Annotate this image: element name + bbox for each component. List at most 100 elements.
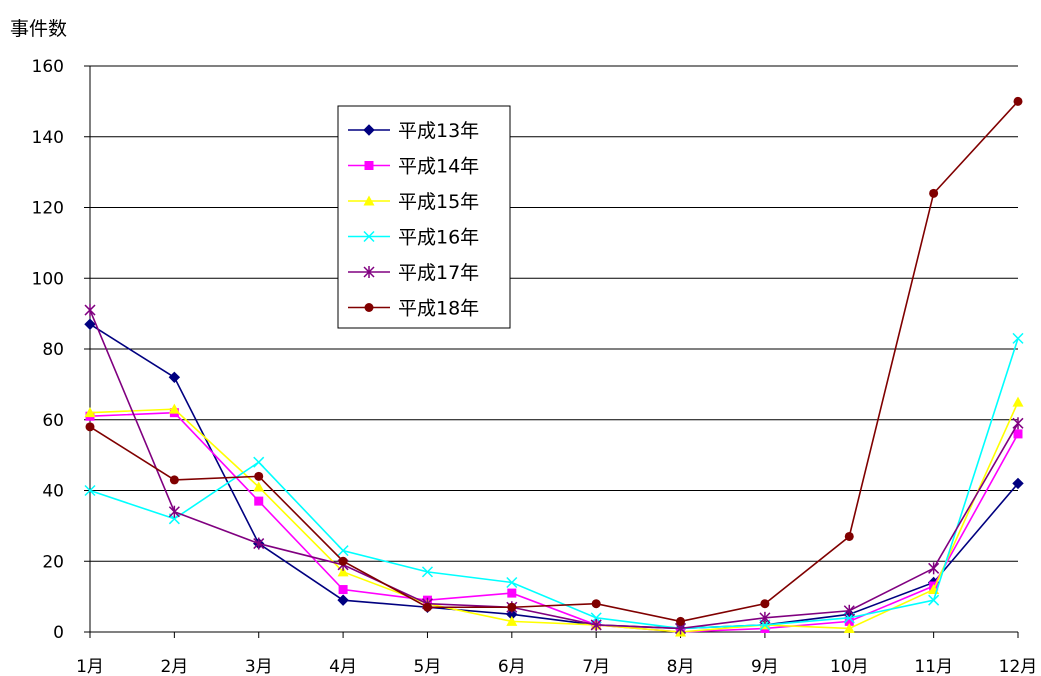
data-point-triangle bbox=[843, 622, 855, 633]
data-point-star bbox=[253, 537, 265, 550]
y-tick-label: 160 bbox=[32, 57, 64, 77]
data-point-circle bbox=[169, 475, 179, 485]
y-tick-label: 20 bbox=[42, 552, 64, 572]
data-point-circle bbox=[1013, 96, 1023, 106]
legend-item: 平成18年 bbox=[348, 298, 479, 320]
y-axis-label: 事件数 bbox=[10, 18, 68, 40]
data-point-circle bbox=[591, 599, 601, 609]
data-point-x bbox=[363, 230, 375, 243]
data-point-square bbox=[254, 496, 264, 506]
x-tick-label: 4月 bbox=[329, 657, 357, 676]
data-point-triangle bbox=[337, 566, 349, 577]
data-point-square bbox=[1013, 429, 1023, 439]
data-point-star bbox=[759, 611, 771, 624]
x-tick-label: 12月 bbox=[999, 657, 1038, 676]
x-tick-label: 8月 bbox=[667, 657, 695, 676]
data-point-triangle bbox=[506, 615, 518, 626]
gridlines bbox=[90, 65, 1018, 562]
legend-label: 平成18年 bbox=[398, 298, 479, 320]
data-point-triangle bbox=[253, 481, 265, 492]
legend-item: 平成15年 bbox=[348, 191, 479, 213]
series-line bbox=[89, 338, 1019, 630]
data-point-triangle bbox=[168, 403, 180, 414]
y-tick-label: 100 bbox=[32, 269, 64, 289]
data-point-circle bbox=[85, 422, 95, 432]
series-line bbox=[89, 411, 1019, 633]
data-point-star bbox=[928, 562, 940, 575]
data-point-circle bbox=[507, 602, 517, 612]
data-point-circle bbox=[338, 556, 348, 566]
legend-item: 平成16年 bbox=[348, 227, 479, 249]
legend-label: 平成14年 bbox=[398, 156, 479, 178]
data-point-circle bbox=[929, 188, 939, 198]
series-4 bbox=[84, 332, 1024, 634]
x-ticks: 1月 2月 3月 4月 5月 6月 7月 8月 9月 10月 11月 12月 bbox=[76, 632, 1037, 676]
data-point-circle bbox=[254, 471, 264, 481]
legend-label: 平成13年 bbox=[398, 120, 479, 142]
y-tick-label: 140 bbox=[32, 128, 64, 148]
legend-label: 平成15年 bbox=[398, 191, 479, 213]
data-point-star bbox=[168, 505, 180, 518]
x-tick-label: 11月 bbox=[914, 657, 953, 676]
legend-label: 平成16年 bbox=[398, 227, 479, 249]
series-line bbox=[89, 401, 1019, 633]
x-tick-label: 9月 bbox=[751, 657, 779, 676]
data-point-diamond bbox=[84, 318, 96, 330]
data-point-circle bbox=[844, 531, 854, 541]
data-point-star bbox=[843, 604, 855, 617]
data-point-x bbox=[253, 456, 265, 468]
data-point-star bbox=[363, 266, 375, 278]
x-tick-label: 1月 bbox=[76, 657, 104, 676]
data-point-x bbox=[337, 545, 349, 557]
data-point-diamond bbox=[337, 594, 349, 606]
data-point-circle bbox=[364, 303, 374, 312]
legend-item: 平成17年 bbox=[348, 262, 479, 284]
data-point-square bbox=[338, 585, 348, 595]
series-group bbox=[84, 96, 1024, 637]
data-point-diamond bbox=[168, 371, 181, 384]
data-point-circle bbox=[422, 602, 432, 612]
y-tick-label: 80 bbox=[42, 340, 64, 360]
legend-item: 平成13年 bbox=[348, 120, 479, 142]
series-6 bbox=[85, 96, 1023, 626]
y-ticks: 0 20 40 60 80 100 120 140 160 bbox=[32, 57, 90, 643]
x-tick-label: 7月 bbox=[582, 657, 610, 676]
y-tick-label: 40 bbox=[42, 482, 64, 502]
x-tick-label: 10月 bbox=[830, 657, 869, 676]
x-tick-label: 2月 bbox=[160, 657, 188, 676]
x-tick-label: 6月 bbox=[498, 657, 526, 676]
series-line bbox=[89, 323, 1019, 630]
data-point-diamond bbox=[1012, 477, 1024, 490]
data-point-diamond bbox=[363, 124, 375, 136]
data-point-x bbox=[506, 576, 518, 589]
data-point-triangle bbox=[363, 195, 375, 206]
data-point-star bbox=[84, 304, 96, 317]
data-point-x bbox=[928, 594, 940, 606]
y-tick-label: 120 bbox=[32, 199, 64, 219]
series-1 bbox=[84, 318, 1024, 635]
data-point-square bbox=[364, 161, 374, 170]
data-point-star bbox=[590, 618, 602, 631]
series-line bbox=[89, 309, 1019, 630]
y-tick-label: 0 bbox=[53, 623, 64, 643]
legend-box bbox=[337, 105, 511, 329]
y-tick-label: 60 bbox=[42, 411, 64, 431]
data-point-star bbox=[1012, 417, 1024, 430]
data-point-square bbox=[507, 588, 517, 598]
series-5 bbox=[84, 304, 1024, 635]
data-point-x bbox=[421, 566, 433, 578]
x-tick-label: 3月 bbox=[245, 657, 273, 676]
data-point-x bbox=[84, 484, 96, 497]
x-tick-label: 5月 bbox=[414, 657, 442, 676]
data-point-square bbox=[844, 616, 854, 626]
data-point-x bbox=[1012, 332, 1024, 344]
data-point-circle bbox=[760, 599, 770, 609]
legend-label: 平成17年 bbox=[398, 262, 479, 284]
legend-item: 平成14年 bbox=[348, 156, 479, 178]
data-point-triangle bbox=[84, 407, 96, 418]
data-point-triangle bbox=[1012, 396, 1024, 407]
series-line bbox=[89, 100, 1019, 623]
data-point-circle bbox=[676, 616, 686, 626]
